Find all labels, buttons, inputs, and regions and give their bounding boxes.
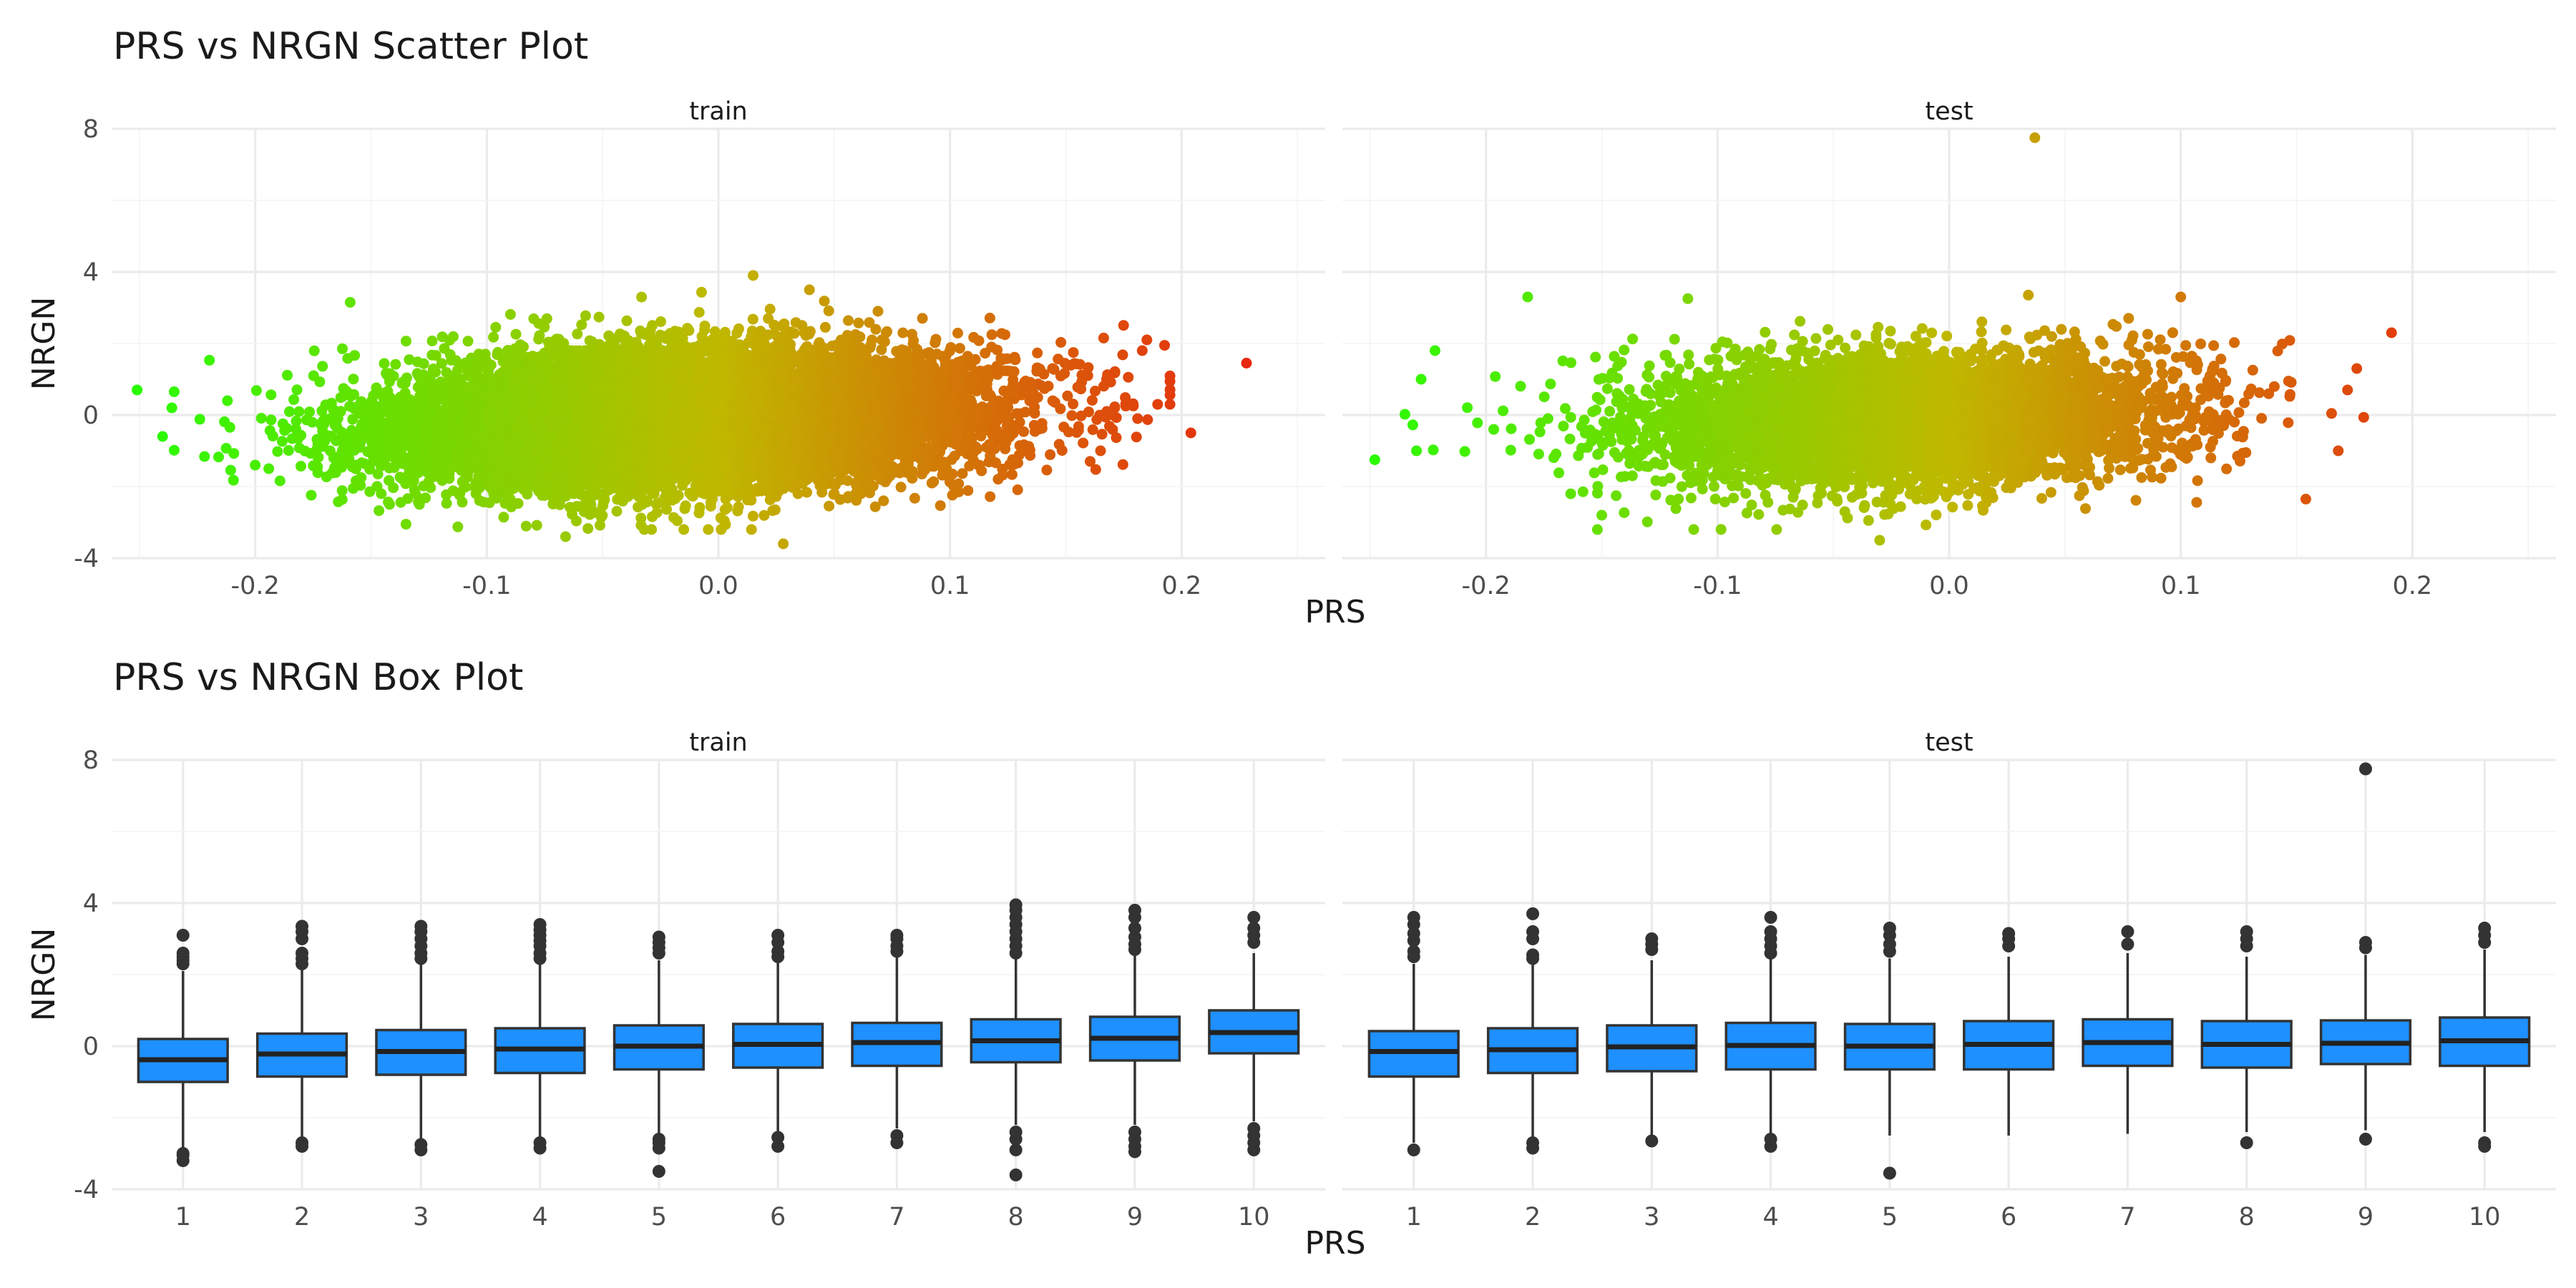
scatter-point (804, 284, 815, 296)
scatter-point (255, 413, 267, 424)
scatter-point (296, 461, 306, 472)
scatter-point (283, 445, 294, 456)
scatter-point (462, 336, 474, 347)
scatter-point (985, 491, 996, 502)
scatter-point (678, 524, 690, 535)
scatter-point (384, 475, 395, 486)
scatter-point (895, 482, 907, 493)
scatter-point (997, 469, 1008, 481)
scatter-point (699, 321, 711, 331)
scatter-point (390, 358, 401, 370)
scatter-point (1159, 340, 1170, 351)
scatter-point (747, 510, 758, 522)
scatter-point (531, 519, 542, 531)
scatter-point (379, 358, 390, 369)
scatter-point (1032, 347, 1043, 358)
scatter-point (490, 321, 502, 333)
scatter-point (823, 305, 834, 316)
scatter-point (213, 452, 224, 463)
scatter-point (747, 313, 758, 325)
scatter-point (282, 369, 293, 381)
scatter-point (580, 310, 591, 321)
scatter-point (1152, 399, 1163, 410)
scatter-point (374, 505, 385, 517)
scatter-point (342, 353, 353, 364)
scatter-plot: PRS vs NRGN Scatter Plot train -0.2 -0.1 0… (26, 25, 2556, 630)
scatter-point (576, 319, 587, 331)
scatter-point (308, 345, 320, 356)
scatter-strip-train: train (689, 97, 747, 126)
scatter-point (510, 328, 522, 340)
scatter-point (224, 421, 235, 433)
scatter-point (1117, 459, 1128, 470)
scatter-point (1078, 437, 1089, 449)
scatter-point (947, 489, 958, 501)
scatter-point (265, 414, 277, 426)
scatter-point (199, 451, 210, 462)
scatter-point (764, 303, 776, 315)
scatter-point (291, 384, 303, 396)
scatter-point (897, 327, 909, 338)
scatter-point (168, 386, 180, 397)
scatter-point (996, 328, 1008, 339)
scatter-point (842, 492, 854, 504)
scatter-point (194, 414, 205, 425)
scatter-point (317, 361, 328, 372)
scatter-point (1164, 370, 1176, 381)
scatter-point (636, 291, 648, 303)
scatter-point (276, 436, 288, 447)
scatter-title: PRS vs NRGN Scatter Plot (113, 25, 588, 68)
scatter-train-points (132, 270, 1252, 550)
scatter-point (1045, 449, 1056, 460)
scatter-point (909, 492, 920, 504)
scatter-point (703, 524, 714, 535)
scatter-point (1142, 414, 1153, 425)
scatter-point (418, 358, 429, 369)
scatter-point (337, 343, 348, 354)
scatter-point (986, 329, 997, 341)
